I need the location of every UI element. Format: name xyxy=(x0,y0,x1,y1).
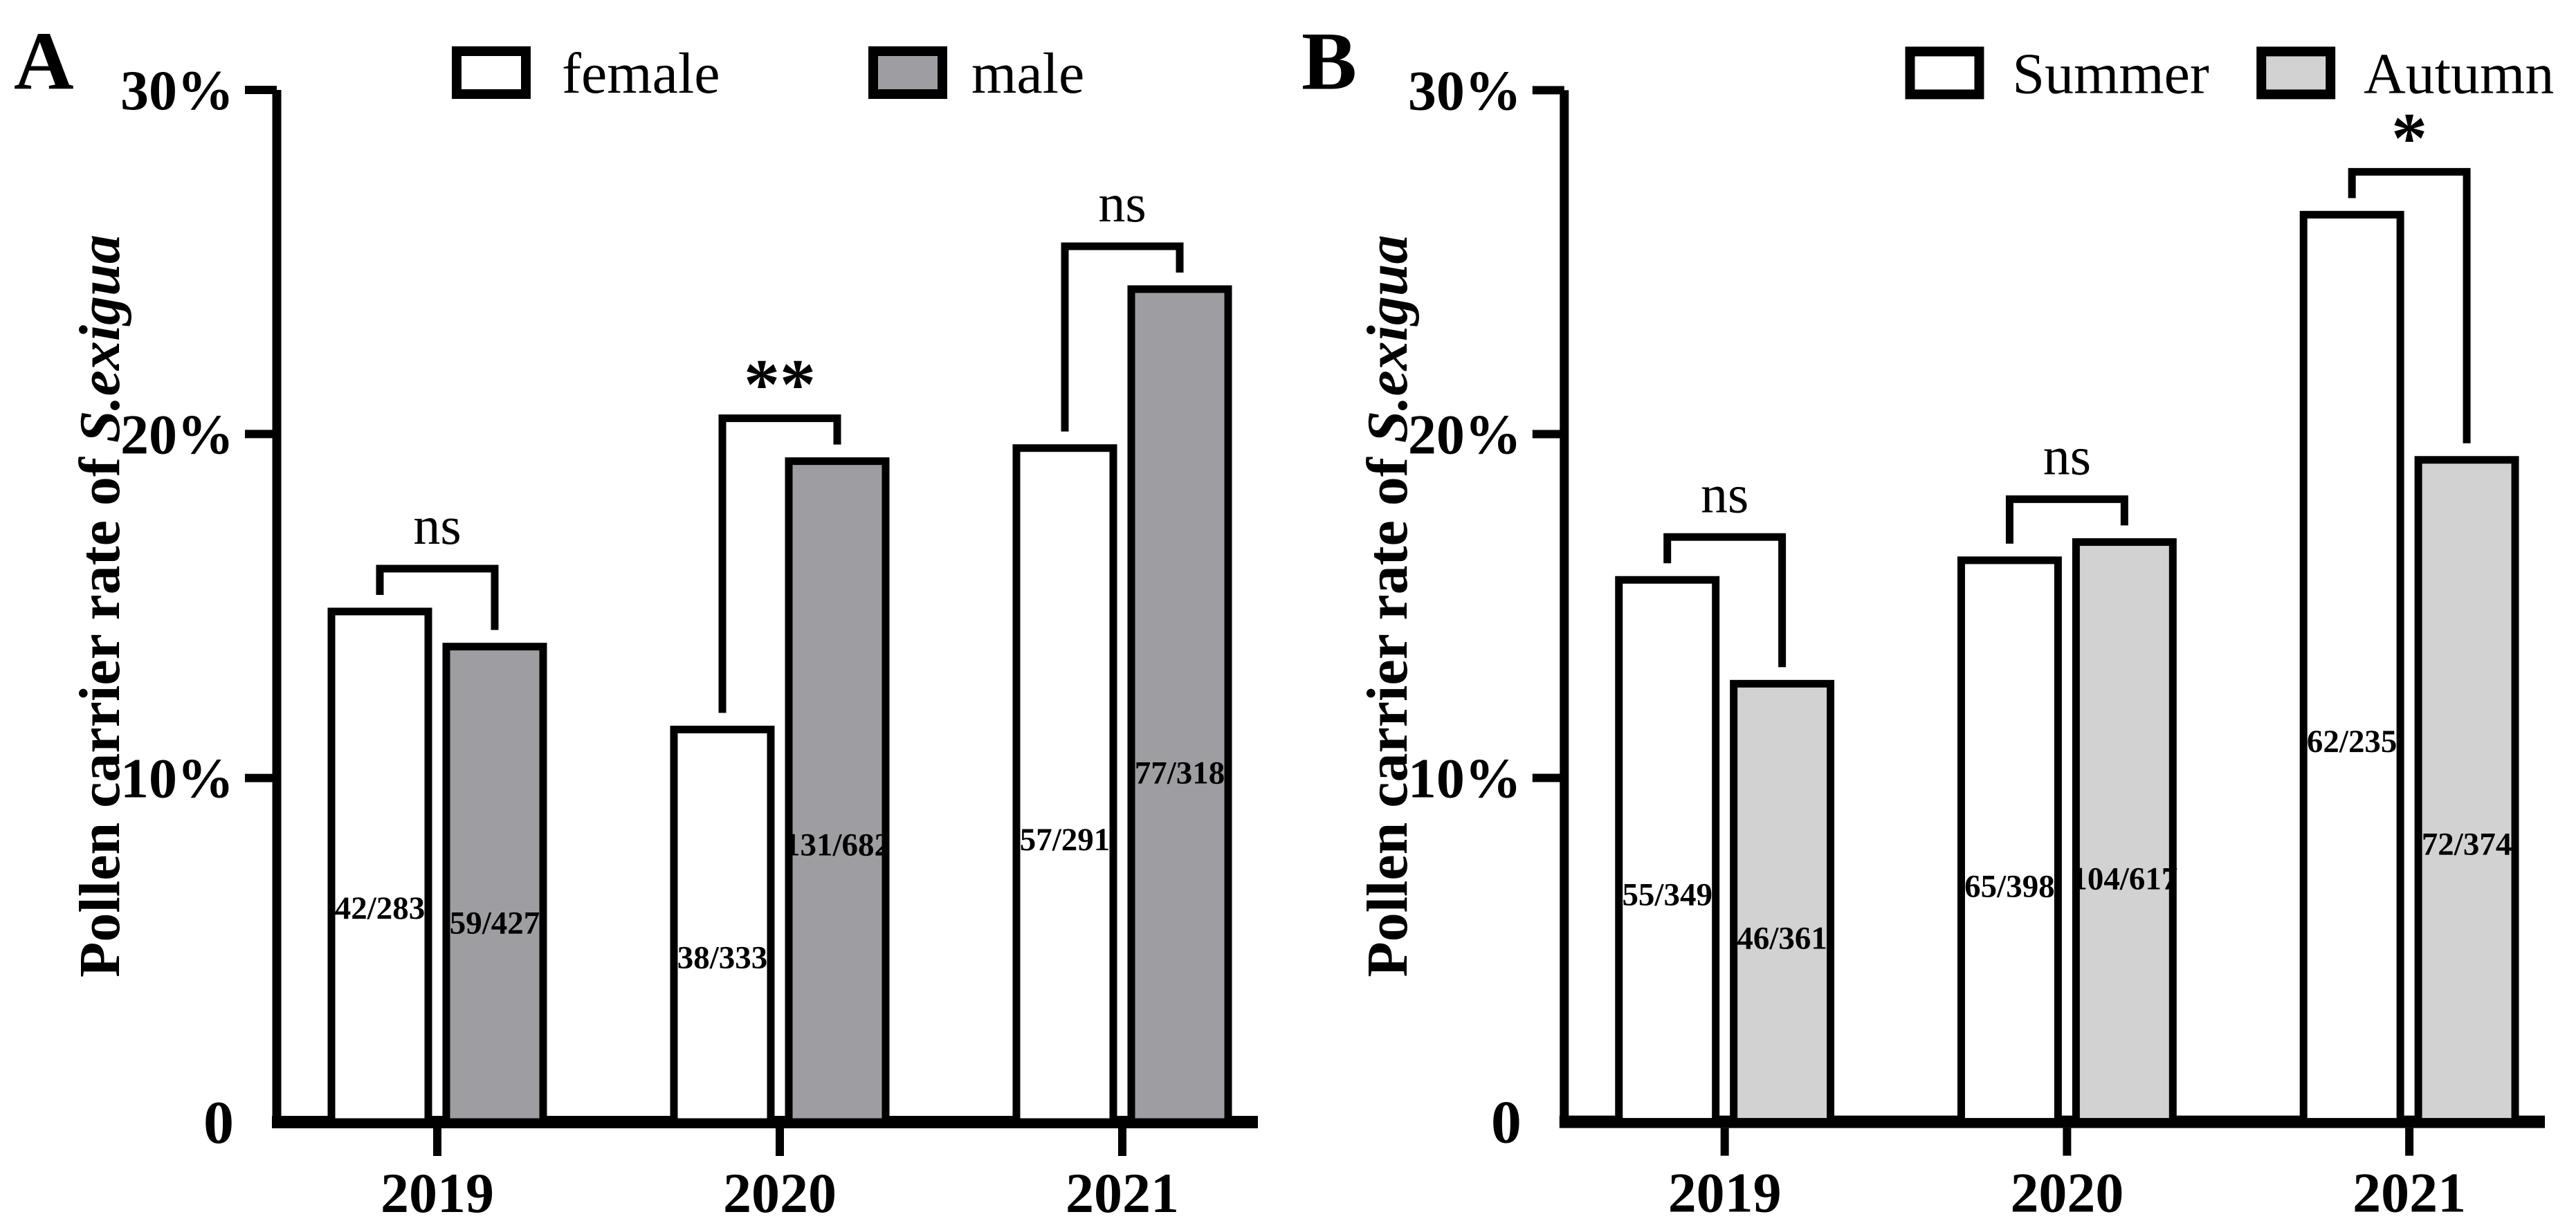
panel-label-A: A xyxy=(14,15,74,107)
x-tick-label-2019: 2019 xyxy=(1668,1162,1782,1221)
panel-B-chart: B Pollen carrier rate of S.exigua 0 10% 20% 3… xyxy=(1301,15,2554,1221)
legend-swatch-autumn xyxy=(2256,46,2336,100)
bar-value-label-summer-2021: 62/235 xyxy=(2307,724,2397,760)
bar-value-label-female-2019: 42/283 xyxy=(335,890,426,926)
legend-label-autumn: Autumn xyxy=(2364,42,2554,106)
y-tick-label-0: 0 xyxy=(1491,1090,1522,1157)
bar-male-2020 xyxy=(785,457,890,1126)
y-tick-label-10%: 10% xyxy=(120,747,234,810)
legend-label-female: female xyxy=(562,42,720,106)
legend-swatch-male xyxy=(868,46,947,99)
sig-bracket-2021 xyxy=(2348,167,2471,443)
panel-A-chart: A Pollen carrier rate of S.exigua 0 10% 20% 3… xyxy=(14,15,1258,1221)
x-tick-label-2019: 2019 xyxy=(381,1162,494,1221)
bar-autumn-2020 xyxy=(2072,538,2177,1126)
y-tick-label-30%: 30% xyxy=(1408,59,1522,122)
y-axis-title: Pollen carrier rate of S.exigua xyxy=(1355,235,1420,977)
panel-label-B: B xyxy=(1301,15,1357,107)
significance-label-2021: ns xyxy=(1098,173,1146,233)
significance-label-2019: ns xyxy=(413,495,461,556)
bar-male-2021 xyxy=(1127,285,1232,1126)
sig-bracket-2021 xyxy=(1061,242,1184,432)
x-tick-label-2020: 2020 xyxy=(723,1162,837,1221)
sig-bracket-2020 xyxy=(718,414,841,713)
x-tick-label-2021: 2021 xyxy=(1066,1162,1179,1221)
bar-autumn-2021 xyxy=(2414,456,2519,1126)
bar-value-label-female-2020: 38/333 xyxy=(677,940,768,976)
sig-bracket-2020 xyxy=(2005,495,2128,544)
x-tick-label-2020: 2020 xyxy=(2010,1162,2123,1221)
bar-summer-2021 xyxy=(2299,210,2404,1126)
bar-value-label-female-2021: 57/291 xyxy=(1020,822,1111,858)
significance-label-2020: ns xyxy=(2043,427,2091,486)
bar-female-2019 xyxy=(327,607,432,1126)
bar-male-2019 xyxy=(442,643,547,1126)
bar-value-label-summer-2020: 65/398 xyxy=(1964,869,2054,905)
significance-label-2020: ** xyxy=(744,345,816,425)
y-tick-label-20%: 20% xyxy=(1408,403,1522,466)
bar-value-label-autumn-2021: 72/374 xyxy=(2422,827,2512,863)
bar-female-2020 xyxy=(670,726,775,1126)
bar-value-label-male-2019: 59/427 xyxy=(450,905,540,941)
bar-summer-2020 xyxy=(1957,556,2062,1126)
legend-swatch-summer xyxy=(1905,46,1984,100)
y-tick-label-0: 0 xyxy=(203,1090,234,1157)
bar-value-label-autumn-2019: 46/361 xyxy=(1737,921,1827,957)
legend-label-male: male xyxy=(971,42,1084,106)
y-tick-label-10%: 10% xyxy=(1408,747,1522,810)
bar-value-label-summer-2019: 55/349 xyxy=(1622,877,1712,913)
significance-label-2019: ns xyxy=(1701,464,1748,524)
bar-value-label-male-2021: 77/318 xyxy=(1135,755,1225,791)
sig-bracket-2019 xyxy=(1663,533,1787,668)
y-tick-label-20%: 20% xyxy=(120,403,234,466)
x-tick-label-2021: 2021 xyxy=(2353,1162,2466,1221)
y-axis-title: Pollen carrier rate of S.exigua xyxy=(68,235,132,977)
bar-value-label-male-2020: 131/682 xyxy=(784,827,890,863)
y-tick-label-30%: 30% xyxy=(120,59,234,122)
legend-swatch-female xyxy=(452,46,531,99)
bar-female-2021 xyxy=(1012,444,1117,1126)
significance-label-2021: * xyxy=(2391,98,2427,178)
sig-bracket-2019 xyxy=(376,564,499,630)
bar-summer-2019 xyxy=(1615,576,1720,1126)
bar-autumn-2019 xyxy=(1730,679,1835,1126)
legend-label-summer: Summer xyxy=(2012,42,2209,106)
bar-value-label-autumn-2020: 104/617 xyxy=(2071,861,2177,897)
